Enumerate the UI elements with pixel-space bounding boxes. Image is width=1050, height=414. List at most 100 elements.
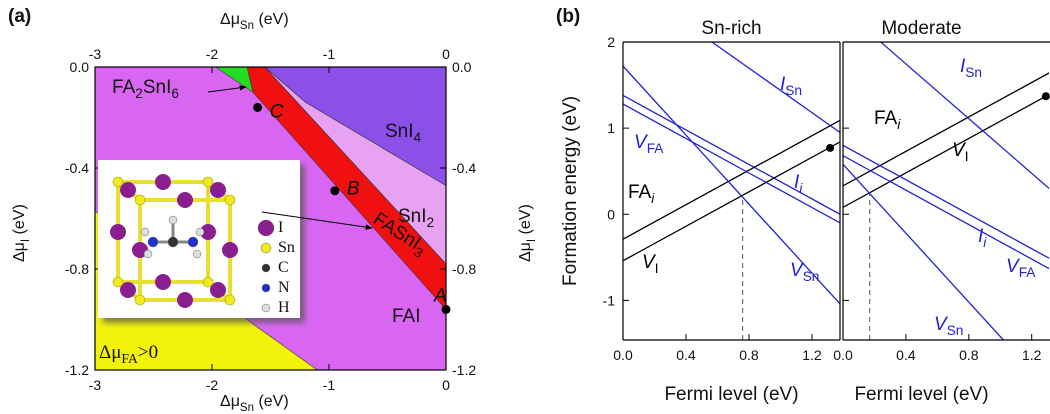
plot-area: [843, 42, 1049, 340]
molecule-atom: [148, 237, 158, 247]
plot-area: [623, 42, 840, 340]
legend-label: C: [278, 259, 289, 276]
subscript: 6: [171, 86, 179, 101]
y-tick-label: -1.2: [65, 362, 89, 378]
text-part: >0: [138, 342, 158, 363]
inset-structure: ISnCNH: [98, 160, 300, 318]
legend-label: N: [278, 279, 290, 296]
subscript: I: [965, 149, 969, 164]
line-label: VI: [952, 140, 969, 164]
line-label: FAi: [874, 108, 901, 132]
x-tick-label: 0.4: [896, 347, 916, 363]
x-tick-label: 0.0: [613, 347, 633, 363]
region-label: FA2SnI6: [112, 77, 179, 101]
y2-axis-label: ΔμI (eV): [517, 204, 538, 262]
x-tick-label: -3: [89, 377, 102, 393]
subscript: i: [983, 235, 987, 250]
tin-atom: [225, 295, 235, 305]
subscript: Sn: [240, 402, 254, 414]
text-part: (eV): [254, 11, 289, 28]
iodine-atom: [222, 242, 238, 258]
legend-label: Sn: [278, 239, 295, 256]
x-axis-label: Fermi level (eV): [664, 384, 798, 405]
region-label: FAI: [392, 306, 421, 327]
line: [623, 142, 840, 261]
y-axis-label: Formation energy (eV): [560, 96, 581, 286]
iodine-atom: [177, 192, 193, 208]
subscript: Sn: [785, 83, 802, 98]
panel-label: (b): [556, 6, 580, 27]
subscript: Sn: [803, 269, 820, 284]
legend-swatch: [262, 264, 270, 272]
text-part: FA: [112, 77, 136, 98]
y2-tick-label: -0.4: [452, 160, 476, 176]
iodine-atom: [110, 224, 126, 240]
y2-tick-label: -0.8: [452, 261, 476, 277]
point-label: C: [270, 101, 284, 122]
molecule-atom: [188, 237, 198, 247]
marker: [1042, 92, 1050, 100]
text-part: Δμ: [99, 342, 121, 363]
text-part: SnI: [385, 121, 414, 142]
subscript: Sn: [240, 20, 254, 32]
subscript: 2: [427, 215, 435, 230]
iodine-atom: [155, 174, 171, 190]
line-label: VI: [642, 252, 659, 276]
line: [843, 73, 1049, 186]
subscript: i: [651, 191, 655, 206]
molecule-atom: [144, 250, 152, 258]
marker: [826, 144, 834, 152]
panel-label: (a): [8, 6, 31, 27]
iodine-atom: [155, 274, 171, 290]
subplot-title: Moderate: [881, 18, 961, 39]
subscript: FA: [121, 351, 138, 366]
line: [843, 156, 1049, 269]
subplot-title: Sn-rich: [701, 18, 761, 39]
legend-label: H: [278, 299, 290, 316]
y-tick-label: 0.0: [70, 59, 90, 75]
molecule-atom: [193, 250, 201, 258]
x-tick-label: 1.2: [802, 347, 822, 363]
x2-tick-label: -1: [323, 46, 336, 62]
y-tick-label: -1: [603, 292, 616, 308]
point-label: A: [433, 285, 447, 306]
y-tick-label: -0.4: [65, 160, 89, 176]
line-label: ISn: [780, 74, 802, 98]
legend-swatch: [262, 284, 270, 292]
molecule-atom: [169, 216, 177, 224]
text-part: Δμ: [220, 393, 240, 410]
text-part: FA: [628, 182, 652, 203]
text-part: Δμ: [517, 242, 534, 262]
point: [253, 103, 262, 112]
subscript: 2: [135, 86, 143, 101]
line-label: Ii: [978, 226, 987, 250]
iodine-atom: [177, 292, 193, 308]
line: [712, 42, 840, 132]
subscript: i: [897, 117, 901, 132]
x-tick-label: -1: [323, 377, 336, 393]
point: [330, 186, 339, 195]
x2-tick-label: 0: [442, 46, 450, 62]
y2-tick-label: 0.0: [452, 59, 472, 75]
y2-tick-label: -1.2: [452, 362, 476, 378]
subplot: ISnVFAFAiVIIiVSn0.00.40.81.2210-1Sn-rich…: [603, 18, 840, 405]
text-part: FAI: [392, 306, 421, 327]
molecule-atom: [141, 228, 149, 236]
text-part: (eV): [11, 204, 28, 239]
y-tick-label: 0: [607, 206, 615, 222]
y-tick-label: 1: [607, 120, 615, 136]
tin-atom: [203, 277, 213, 287]
legend-swatch: [261, 243, 271, 253]
tin-atom: [135, 195, 145, 205]
line: [623, 120, 840, 239]
y-tick-label: 2: [607, 34, 615, 50]
tin-atom: [113, 177, 123, 187]
x-tick-label: 0: [442, 377, 450, 393]
line-label: FAi: [628, 182, 655, 206]
molecule-atom: [196, 228, 204, 236]
y-tick-label: -0.8: [65, 261, 89, 277]
x-tick-label: -2: [206, 377, 219, 393]
